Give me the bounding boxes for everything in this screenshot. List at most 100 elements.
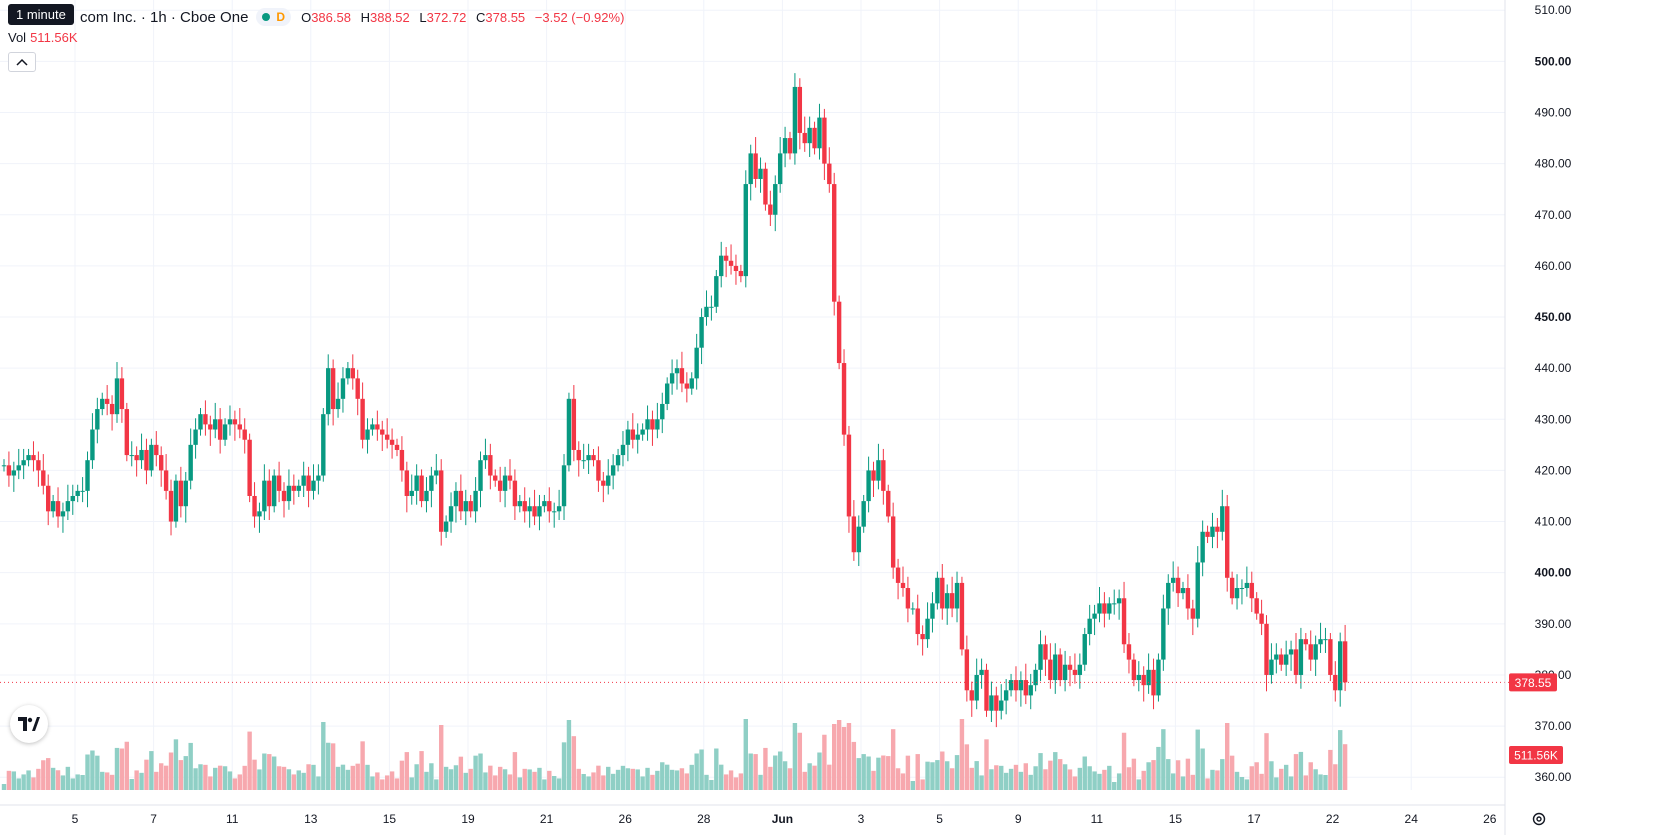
- candle-body-up: [566, 398, 572, 466]
- candle-body-up: [935, 577, 940, 604]
- candle-body-up: [581, 460, 586, 462]
- candle-body-up: [1323, 639, 1328, 641]
- volume-bar: [1298, 751, 1304, 790]
- volume-bar: [1333, 764, 1338, 790]
- volume-bar: [95, 755, 100, 790]
- volume-bar: [664, 764, 670, 790]
- volume-bar: [439, 725, 444, 790]
- volume-bar: [198, 764, 203, 790]
- volume-bar: [483, 772, 488, 790]
- candle-body-down: [630, 429, 635, 440]
- candle-body-down: [1190, 608, 1196, 619]
- candle-body-up: [1234, 588, 1240, 599]
- symbol-title[interactable]: com Inc. · 1h · Cboe One: [80, 8, 249, 26]
- volume-bar: [1264, 733, 1269, 790]
- candle-body-down: [591, 455, 596, 461]
- collapse-legend-button[interactable]: [8, 52, 36, 72]
- candle-body-down: [1229, 577, 1235, 599]
- volume-bar: [1126, 767, 1132, 790]
- volume-bar: [1107, 765, 1112, 790]
- candle-body-up: [463, 501, 468, 512]
- chevron-up-icon: [16, 58, 28, 66]
- volume-bar: [124, 741, 130, 790]
- candle-body-down: [959, 582, 965, 650]
- candle-body-up: [1180, 588, 1186, 594]
- candle-body-down: [468, 501, 473, 512]
- candle-body-down: [203, 414, 208, 425]
- candle-body-up: [1003, 690, 1009, 701]
- volume-bar: [16, 778, 21, 790]
- candle-body-up: [664, 383, 670, 404]
- candle-body-up: [719, 255, 724, 277]
- time-axis-tick-label: 15: [383, 812, 397, 826]
- candle-body-up: [443, 521, 449, 532]
- candle-body-up: [945, 593, 950, 609]
- candle-body-down: [1131, 659, 1137, 681]
- volume-bar: [1, 784, 7, 790]
- market-status[interactable]: D: [256, 8, 292, 26]
- volume-bar: [999, 765, 1004, 790]
- volume-bar: [144, 759, 149, 790]
- candle-body-down: [389, 439, 395, 445]
- volume-bar: [512, 752, 518, 790]
- volume-bar: [375, 772, 380, 790]
- volume-bar: [286, 769, 292, 790]
- volume-bar: [674, 770, 680, 790]
- volume-bar: [355, 763, 360, 790]
- volume-bar: [394, 778, 400, 790]
- candle-body-up: [1082, 634, 1087, 665]
- candle-body-up: [129, 455, 134, 457]
- candle-body-down: [488, 455, 493, 476]
- gear-icon[interactable]: [1530, 810, 1548, 828]
- time-axis-tick-label: 5: [72, 812, 79, 826]
- candle-body-down: [178, 480, 184, 507]
- volume-bar: [55, 770, 61, 790]
- candle-body-down: [439, 470, 444, 532]
- candle-body-up: [1244, 582, 1250, 589]
- candle-body-down: [522, 501, 527, 512]
- time-axis-tick-label: Jun: [772, 812, 793, 826]
- close-label: C: [476, 9, 486, 25]
- volume-bar: [60, 775, 66, 790]
- candle-body-up: [910, 608, 916, 610]
- candle-body-up: [1274, 654, 1279, 660]
- candle-body-down: [949, 593, 955, 609]
- candle-body-down: [723, 255, 729, 261]
- candle-body-down: [1048, 659, 1053, 681]
- volume-bar: [817, 752, 822, 790]
- volume-bar: [684, 773, 690, 790]
- volume-bar: [1141, 770, 1146, 790]
- candle-body-down: [1072, 669, 1078, 675]
- candle-body-up: [1136, 674, 1141, 681]
- volume-bar: [11, 771, 17, 790]
- volume-bar: [1200, 748, 1205, 790]
- candle-body-up: [1097, 603, 1102, 614]
- volume-bar: [109, 774, 115, 790]
- candle-body-up: [326, 368, 331, 415]
- candle-body-up: [21, 460, 26, 466]
- time-axis-tick-label: 11: [1091, 812, 1104, 826]
- candle-body-up: [561, 465, 567, 507]
- candle-body-down: [920, 634, 925, 640]
- volume-bar: [168, 752, 174, 790]
- volume-bar: [90, 750, 95, 790]
- candle-body-up: [222, 424, 228, 440]
- volume-bar: [669, 769, 675, 790]
- volume-bar: [1077, 767, 1083, 790]
- volume-bar: [1092, 771, 1097, 790]
- volume-bar: [733, 777, 739, 790]
- candle-body-down: [596, 460, 601, 481]
- volume-bar: [271, 756, 277, 790]
- volume-label: Vol: [8, 30, 27, 45]
- volume-bar: [178, 760, 184, 790]
- volume-bar: [532, 771, 537, 790]
- candle-body-up: [655, 419, 660, 430]
- volume-bar: [1033, 766, 1038, 790]
- price-axis-tick-label: 500.00: [1535, 54, 1572, 68]
- candle-body-up: [792, 86, 798, 154]
- candle-body-up: [645, 419, 650, 430]
- time-axis-tick-label: 21: [540, 812, 554, 826]
- tradingview-logo-icon[interactable]: [10, 705, 48, 743]
- volume-bar: [812, 765, 817, 790]
